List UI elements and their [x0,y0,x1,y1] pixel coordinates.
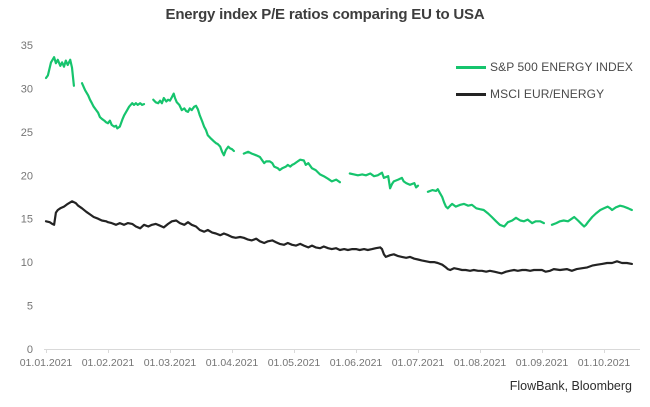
y-tick-label: 5 [27,301,33,313]
x-tick-label: 01.01.2021 [20,357,73,369]
x-tick-label: 01.07.2021 [392,357,445,369]
x-tick-label: 01.08.2021 [454,357,507,369]
x-tick-label: 01.02.2021 [82,357,135,369]
legend-item-sp500: S&P 500 ENERGY INDEX [456,60,633,74]
x-tick-label: 01.05.2021 [268,357,321,369]
y-tick-label: 20 [21,170,33,182]
x-tick-label: 01.10.2021 [578,357,631,369]
legend-label-msci: MSCI EUR/ENERGY [490,87,605,101]
x-tick-label: 01.06.2021 [330,357,383,369]
y-tick-label: 0 [27,344,33,356]
sp500-line-swatch [456,65,486,69]
series-line-sp500-energy [426,188,545,228]
series-line-sp500-energy [348,171,420,190]
y-tick-label: 15 [21,214,33,226]
series-line-sp500-energy [80,82,146,130]
series-line-sp500-energy [152,92,235,157]
y-tick-label: 10 [21,257,33,269]
legend-item-msci: MSCI EUR/ENERGY [456,87,633,101]
chart-title: Energy index P/E ratios comparing EU to … [165,6,485,23]
series-line-msci-eur-energy [44,200,633,275]
series-line-sp500-energy [44,56,75,87]
source-attribution: FlowBank, Bloomberg [509,379,632,393]
legend: S&P 500 ENERGY INDEX MSCI EUR/ENERGY [456,60,633,114]
x-tick-label: 01.04.2021 [206,357,259,369]
y-tick-label: 35 [21,40,33,52]
legend-label-sp500: S&P 500 ENERGY INDEX [490,60,633,74]
msci-line-swatch [456,92,486,96]
series-line-sp500-energy [242,150,341,184]
x-tick-label: 01.09.2021 [516,357,569,369]
y-tick-label: 30 [21,83,33,95]
y-tick-label: 25 [21,127,33,139]
series-line-sp500-energy [550,204,633,228]
x-tick-label: 01.03.2021 [144,357,197,369]
